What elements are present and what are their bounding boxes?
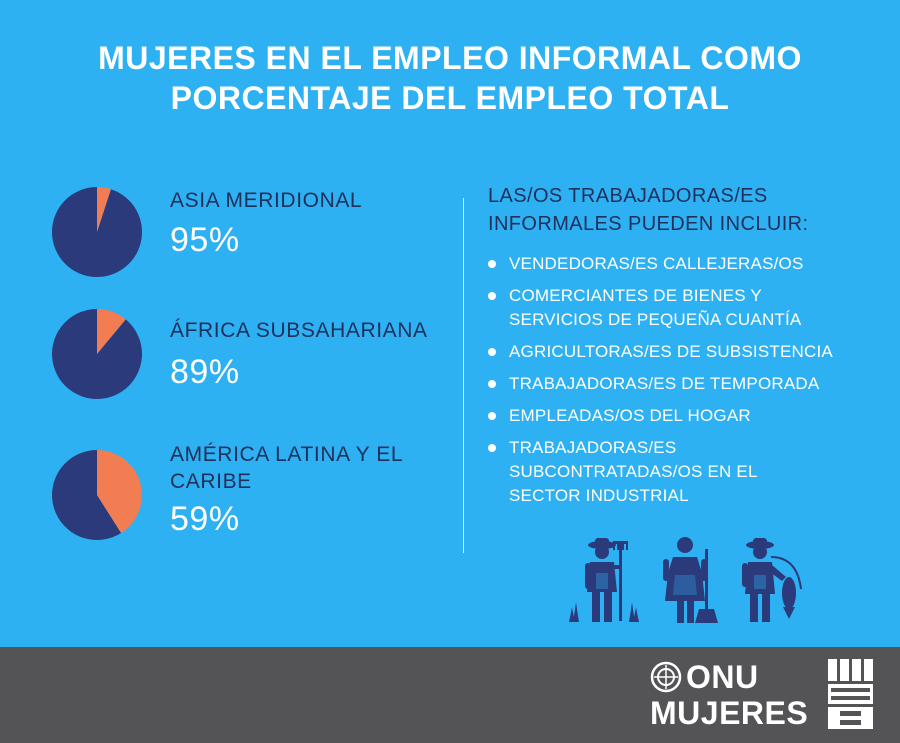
region-value: 59% — [170, 500, 240, 538]
list-item: AGRICULTORAS/ES DE SUBSISTENCIA — [488, 340, 888, 364]
page-title: MUJERES EN EL EMPLEO INFORMAL COMO PORCE… — [0, 38, 900, 118]
list-item-line: VENDEDORAS/ES CALLEJERAS/OS — [509, 254, 804, 273]
region-america-latina: AMÉRICA LATINA Y EL CARIBE 59% — [0, 443, 460, 558]
bullet-icon — [488, 444, 496, 452]
pie-slice-other — [97, 187, 111, 232]
region-value: 89% — [170, 353, 240, 391]
list-item-line: AGRICULTORAS/ES DE SUBSISTENCIA — [509, 342, 833, 361]
list-item: TRABAJADORAS/ES DE TEMPORADA — [488, 372, 888, 396]
region-label: AMÉRICA LATINA Y EL CARIBE — [170, 443, 403, 493]
bullet-icon — [488, 348, 496, 356]
list-item-line: COMERCIANTES DE BIENES Y — [509, 286, 762, 305]
onu-mujeres-logo: ONU MUJERES — [650, 659, 886, 731]
pie-chart-asia — [52, 187, 142, 277]
worker-icons — [569, 537, 802, 623]
list-heading: LAS/OS TRABAJADORAS/ES INFORMALES PUEDEN… — [488, 182, 888, 238]
pie-slice-other — [97, 309, 126, 354]
pie-chart-africa — [52, 309, 142, 399]
region-value: 95% — [170, 221, 240, 259]
logo-line-2: MUJERES — [650, 695, 809, 731]
list-item: VENDEDORAS/ES CALLEJERAS/OS — [488, 252, 888, 276]
region-label: ASIA MERIDIONAL — [170, 189, 363, 212]
region-asia-meridional: ASIA MERIDIONAL 95% — [0, 185, 460, 295]
domestic-worker-with-broom-icon — [663, 537, 718, 623]
pie-slice-informal — [52, 309, 142, 399]
region-africa-subsahariana: ÁFRICA SUBSAHARIANA 89% — [0, 307, 460, 417]
list-item-line: SUBCONTRATADAS/OS EN EL — [509, 462, 758, 481]
list-item: COMERCIANTES DE BIENES Y SERVICIOS DE PE… — [488, 284, 888, 332]
pie-slice-informal — [52, 450, 122, 540]
pie-slice-other — [97, 450, 142, 533]
footer: ONU MUJERES — [0, 647, 900, 743]
title-line-2: PORCENTAJE DEL EMPLEO TOTAL — [170, 80, 730, 116]
bullet-icon — [488, 380, 496, 388]
list-item-line: EMPLEADAS/OS DEL HOGAR — [509, 406, 751, 425]
farmer-with-rake-icon — [569, 538, 639, 622]
list-item: EMPLEADAS/OS DEL HOGAR — [488, 404, 888, 428]
list-item-line: TRABAJADORAS/ES — [509, 438, 677, 457]
region-label: ÁFRICA SUBSAHARIANA — [170, 319, 428, 342]
bullet-icon — [488, 292, 496, 300]
list-item-line: SECTOR INDUSTRIAL — [509, 486, 689, 505]
bullet-icon — [488, 260, 496, 268]
list-item-line: TRABAJADORAS/ES DE TEMPORADA — [509, 374, 820, 393]
un-emblem-icon — [650, 661, 682, 693]
title-line-1: MUJERES EN EL EMPLEO INFORMAL COMO — [98, 40, 802, 76]
list-heading-line-2: INFORMALES PUEDEN INCLUIR: — [488, 213, 809, 235]
onu-mujeres-symbol-icon — [828, 659, 873, 729]
divider — [463, 198, 464, 553]
list-heading-line-1: LAS/OS TRABAJADORAS/ES — [488, 185, 768, 207]
logo-line-1: ONU — [686, 659, 759, 695]
bullet-icon — [488, 412, 496, 420]
list-item-line: SERVICIOS DE PEQUEÑA CUANTÍA — [509, 310, 802, 329]
pie-slice-informal — [52, 187, 142, 277]
worker-types-list: VENDEDORAS/ES CALLEJERAS/OS COMERCIANTES… — [488, 252, 888, 516]
fisher-with-fish-icon — [742, 538, 796, 622]
list-item: TRABAJADORAS/ES SUBCONTRATADAS/OS EN EL … — [488, 436, 888, 508]
pie-chart-america-latina — [52, 450, 142, 540]
